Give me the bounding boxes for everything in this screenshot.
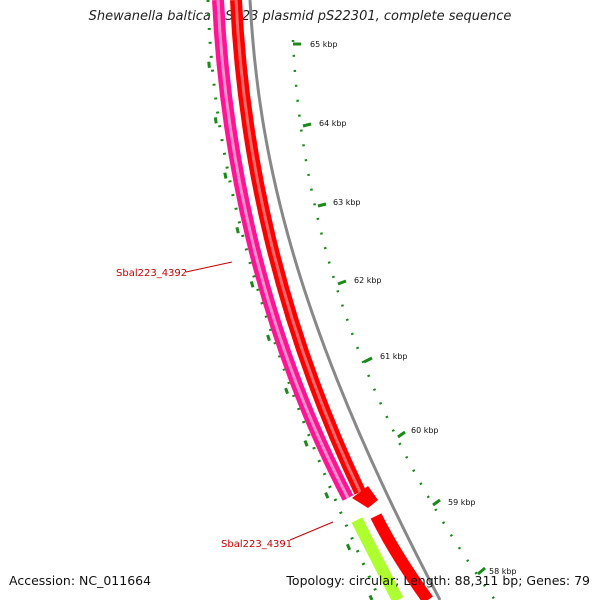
gene-label-leader [185,261,233,273]
ruler-tick-ring [291,39,497,600]
plasmid-backbone [248,0,442,600]
ruler-label: 63 kbp [333,198,361,207]
gene-label-sbal223-4391[interactable]: Sbal223_4391 [221,539,292,550]
ruler-label: 61 kbp [380,352,408,361]
gene-label-leader [289,521,334,541]
forward-cds-upper-highlight [234,0,362,493]
ruler-label: 65 kbp [310,40,338,49]
ruler-major-tick [363,356,373,364]
ruler-labels: 65 kbp 64 kbp 63 kbp 62 kbp 61 kbp 60 kb… [293,40,517,576]
ruler-label: 62 kbp [354,276,382,285]
gene-label-sbal223-4392[interactable]: Sbal223_4392 [116,268,187,279]
topology-summary: Topology: circular; Length: 88,311 bp; G… [286,573,590,588]
forward-cds-arrowhead [352,486,378,508]
ruler-label: 58 kbp [489,567,517,576]
ruler-major-tick [317,202,327,208]
ruler-major-tick [432,498,441,507]
accession-text: Accession: NC_011664 [9,573,152,588]
forward-cds-lower[interactable] [370,513,433,600]
ruler-label: 64 kbp [319,119,347,128]
other-cds-sbal223-4391[interactable] [351,517,404,600]
inner-tick-ring [206,0,382,600]
ruler-major-tick [397,430,406,439]
ruler-major-tick [302,122,312,128]
reverse-cds-highlight [216,0,350,499]
ruler-major-tick [477,566,486,576]
gene-labels: Sbal223_4392 Sbal223_4391 [116,261,334,550]
ruler-label: 59 kbp [448,498,476,507]
ruler-label: 60 kbp [411,426,439,435]
ruler-major-tick [337,279,347,286]
map-title: Shewanella baltica OS223 plasmid pS22301… [88,9,512,24]
